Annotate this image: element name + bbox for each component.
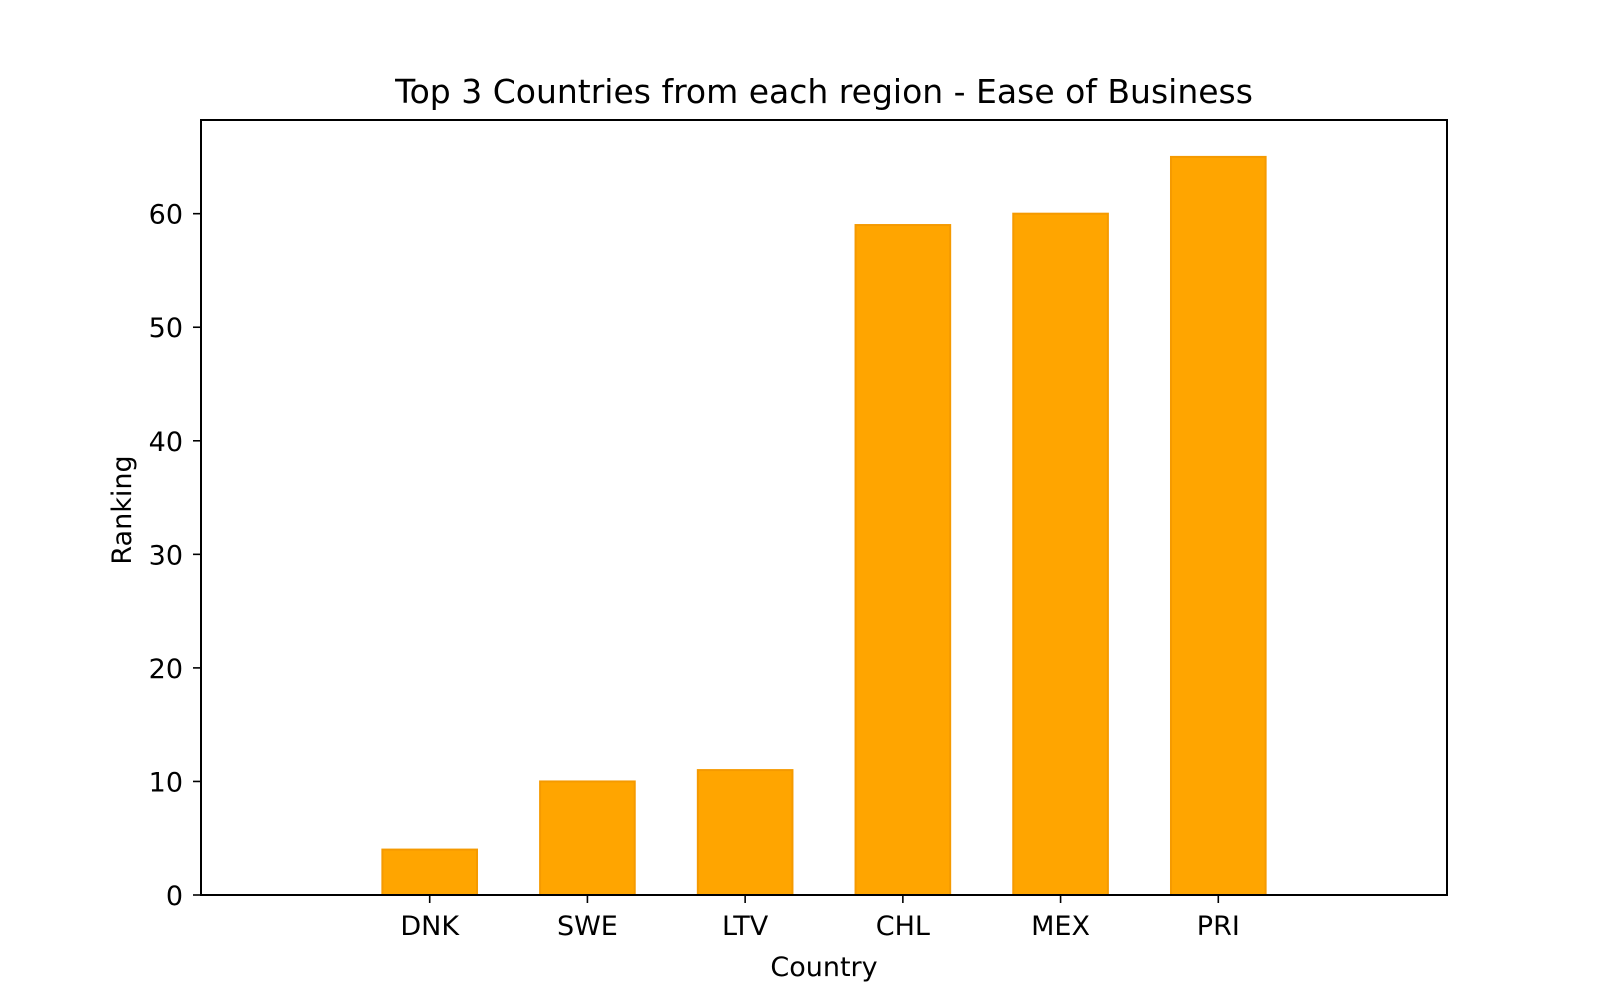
chart-title: Top 3 Countries from each region - Ease … xyxy=(394,72,1253,111)
x-tick-label: MEX xyxy=(1031,911,1090,942)
y-tick-label: 50 xyxy=(149,313,183,344)
bars-group xyxy=(381,155,1267,897)
bar-pri xyxy=(1169,155,1267,896)
y-tick-label: 60 xyxy=(149,200,183,231)
bar-ltv xyxy=(696,769,794,896)
bar-chl xyxy=(854,224,952,897)
bar-mex xyxy=(1012,212,1109,896)
y-tick-label: 0 xyxy=(166,881,183,912)
y-axis-label: Ranking xyxy=(107,455,138,564)
x-tick-label: LTV xyxy=(722,911,769,942)
x-axis-label: Country xyxy=(770,952,877,983)
x-tick-label: SWE xyxy=(557,911,618,942)
y-tick-label: 20 xyxy=(149,654,183,685)
plot-area-frame xyxy=(200,119,1448,896)
bar-swe xyxy=(539,780,636,897)
y-tick-label: 30 xyxy=(149,540,183,571)
y-tick-label: 10 xyxy=(149,767,183,798)
y-axis-ticks: 0 10 20 30 40 50 60 xyxy=(149,200,201,912)
x-tick-label: DNK xyxy=(400,911,460,942)
y-tick-label: 40 xyxy=(149,427,183,458)
x-tick-label: CHL xyxy=(876,911,930,942)
bar-dnk xyxy=(381,848,479,896)
x-tick-label: PRI xyxy=(1197,911,1240,942)
x-axis-ticks: DNK SWE LTV CHL MEX PRI xyxy=(400,895,1240,942)
